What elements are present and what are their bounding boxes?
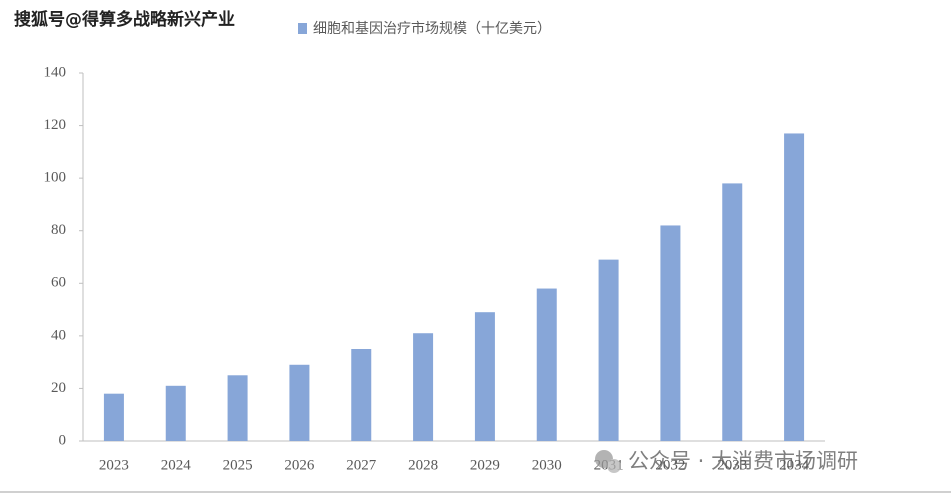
legend-label: 细胞和基因治疗市场规模（十亿美元） bbox=[313, 20, 551, 37]
bar bbox=[660, 225, 681, 441]
x-tick-label: 2028 bbox=[408, 457, 438, 473]
bar bbox=[413, 333, 434, 441]
bar bbox=[536, 288, 557, 441]
bar bbox=[598, 259, 619, 441]
x-tick-label: 2025 bbox=[223, 457, 253, 473]
watermark: 搜狐号@得算多战略新兴产业 bbox=[14, 9, 235, 30]
watermark-group: 公众号 · 大消费市场调研 bbox=[595, 449, 858, 473]
bar bbox=[227, 375, 248, 441]
y-tick-label: 120 bbox=[44, 117, 67, 133]
bar bbox=[784, 133, 805, 441]
y-tick-label: 80 bbox=[51, 222, 66, 238]
x-tick-label: 2032 bbox=[655, 457, 685, 473]
x-tick-label: 2033 bbox=[717, 457, 747, 473]
x-tick-label: 2030 bbox=[532, 457, 562, 473]
bar bbox=[351, 349, 372, 441]
watermark: 公众号 · 大消费市场调研 bbox=[628, 449, 858, 473]
bar bbox=[289, 364, 310, 441]
x-tick-label: 2023 bbox=[99, 457, 129, 473]
y-tick-label: 40 bbox=[51, 327, 66, 343]
bar bbox=[722, 183, 743, 441]
wechat-icon bbox=[607, 459, 621, 473]
y-tick-label: 20 bbox=[51, 380, 66, 396]
bar bbox=[165, 385, 186, 441]
bar bbox=[103, 393, 124, 441]
bar bbox=[474, 312, 495, 441]
y-tick-label: 140 bbox=[44, 64, 67, 80]
x-tick-label: 2027 bbox=[346, 457, 377, 473]
x-tick-label: 2024 bbox=[161, 457, 192, 473]
y-tick-label: 100 bbox=[44, 170, 67, 186]
legend-swatch bbox=[298, 23, 307, 34]
x-tick-label: 2034 bbox=[779, 457, 810, 473]
y-tick-label: 0 bbox=[59, 432, 67, 448]
x-tick-label: 2026 bbox=[284, 457, 315, 473]
x-tick-label: 2029 bbox=[470, 457, 500, 473]
y-tick-label: 60 bbox=[51, 275, 66, 291]
